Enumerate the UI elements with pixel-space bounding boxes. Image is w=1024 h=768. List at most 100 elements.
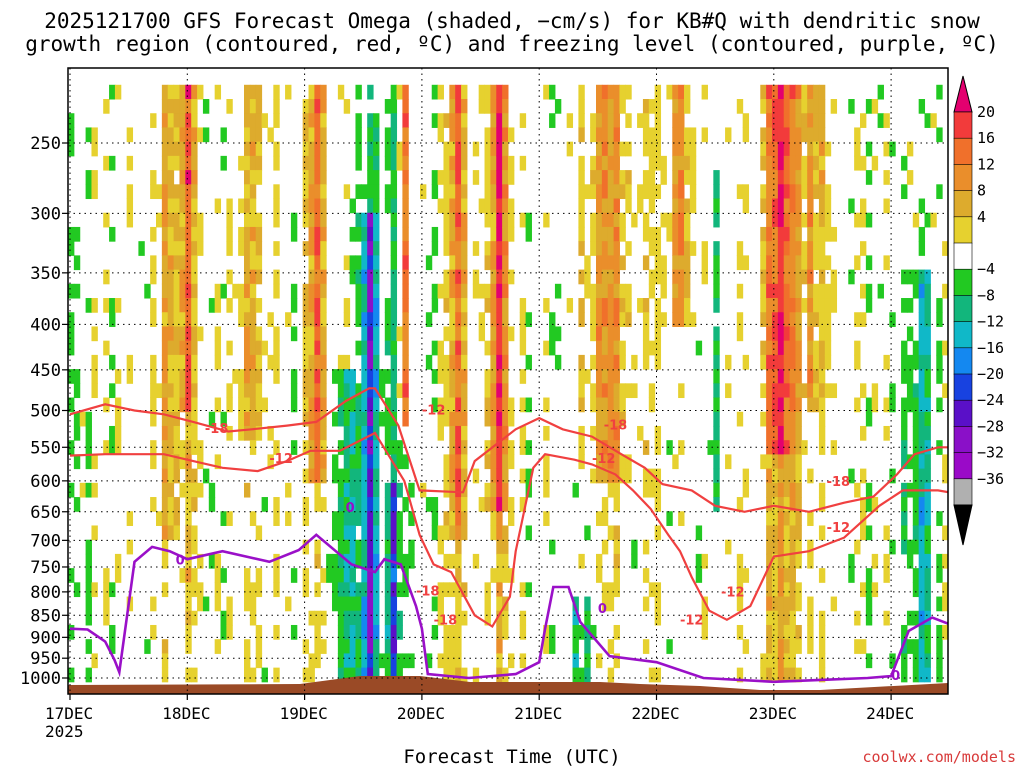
omega-cell (343, 255, 351, 271)
omega-cell (818, 212, 826, 228)
omega-cell (807, 283, 814, 299)
freezing-contour-label: 0 (598, 602, 607, 617)
omega-cell (197, 84, 204, 100)
omega-cell (807, 383, 814, 399)
omega-cell (578, 298, 585, 313)
omega-cell (244, 653, 251, 669)
omega-cell (678, 141, 685, 157)
omega-cell (783, 610, 791, 626)
omega-cell (443, 326, 450, 342)
omega-cell (361, 525, 368, 541)
omega-cell (942, 283, 948, 299)
omega-cell (854, 482, 861, 498)
omega-cell (766, 568, 773, 583)
omega-cell (290, 397, 298, 413)
omega-cell (607, 397, 615, 413)
omega-cell (572, 624, 579, 640)
colorbar-segment (953, 373, 973, 401)
omega-cell (390, 624, 398, 640)
omega-cell (455, 184, 462, 200)
omega-cell (865, 255, 873, 271)
omega-cell (161, 525, 169, 541)
omega-cell (549, 326, 556, 342)
omega-cell (684, 155, 691, 171)
omega-cell (249, 198, 257, 214)
omega-cell (396, 624, 403, 640)
omega-cell (408, 482, 415, 498)
omega-cell (161, 269, 169, 285)
omega-cell (455, 639, 462, 654)
omega-cell (390, 425, 398, 441)
y-tick-label: 350 (30, 264, 61, 284)
omega-cell (461, 667, 468, 683)
omega-cell (525, 212, 532, 228)
omega-cell (596, 298, 603, 313)
omega-cell (901, 425, 908, 441)
omega-cell (320, 568, 327, 583)
omega-cell (818, 255, 826, 271)
omega-cell (648, 383, 656, 399)
omega-cell (191, 255, 198, 271)
omega-cell (173, 241, 180, 256)
omega-cell (613, 624, 620, 640)
omega-cell (924, 568, 931, 583)
omega-cell (249, 84, 257, 100)
omega-cell (789, 667, 796, 683)
omega-cell (367, 482, 374, 498)
omega-cell (572, 610, 579, 626)
omega-cell (478, 198, 486, 214)
omega-cell (883, 525, 890, 541)
omega-cell (355, 397, 362, 413)
omega-cell (502, 198, 509, 214)
omega-cell (760, 84, 767, 100)
omega-cell (343, 99, 351, 114)
omega-cell (601, 170, 609, 185)
omega-cell (490, 312, 497, 327)
omega-cell (449, 468, 456, 484)
omega-cell (390, 170, 398, 185)
omega-cell (613, 255, 620, 271)
omega-cell (613, 525, 620, 541)
omega-cell (496, 170, 503, 185)
omega-cell (642, 596, 650, 612)
omega-cell (883, 113, 890, 128)
omega-cell (777, 241, 785, 256)
omega-cell (349, 269, 356, 285)
omega-cell (525, 468, 532, 484)
omega-cell (402, 170, 409, 185)
omega-cell (613, 354, 620, 370)
omega-cell (244, 411, 251, 427)
omega-cell (261, 397, 268, 413)
omega-cell (860, 425, 867, 441)
omega-cell (830, 383, 838, 399)
omega-cell (85, 454, 92, 470)
omega-cell (449, 425, 456, 441)
omega-cell (613, 113, 620, 128)
omega-cell (220, 127, 227, 143)
omega-cell (572, 639, 579, 654)
omega-cell (777, 440, 785, 455)
omega-cell (314, 255, 321, 271)
omega-cell (795, 127, 802, 143)
omega-cell (936, 184, 943, 200)
omega-cell (455, 155, 462, 171)
omega-cell (402, 340, 409, 356)
omega-cell (179, 127, 186, 143)
omega-cell (601, 298, 609, 313)
omega-cell (807, 354, 814, 370)
omega-cell (772, 184, 779, 200)
omega-cell (472, 241, 480, 256)
omega-cell (854, 141, 861, 157)
omega-cell (672, 113, 679, 128)
omega-cell (666, 440, 673, 455)
omega-cell (367, 525, 374, 541)
omega-cell (912, 397, 920, 413)
omega-cell (596, 113, 603, 128)
omega-cell (818, 610, 826, 626)
omega-cell (901, 624, 908, 640)
omega-cell (349, 255, 356, 271)
omega-cell (519, 497, 527, 512)
omega-cell (772, 468, 779, 484)
omega-cell (91, 298, 98, 313)
omega-cell (584, 369, 591, 384)
